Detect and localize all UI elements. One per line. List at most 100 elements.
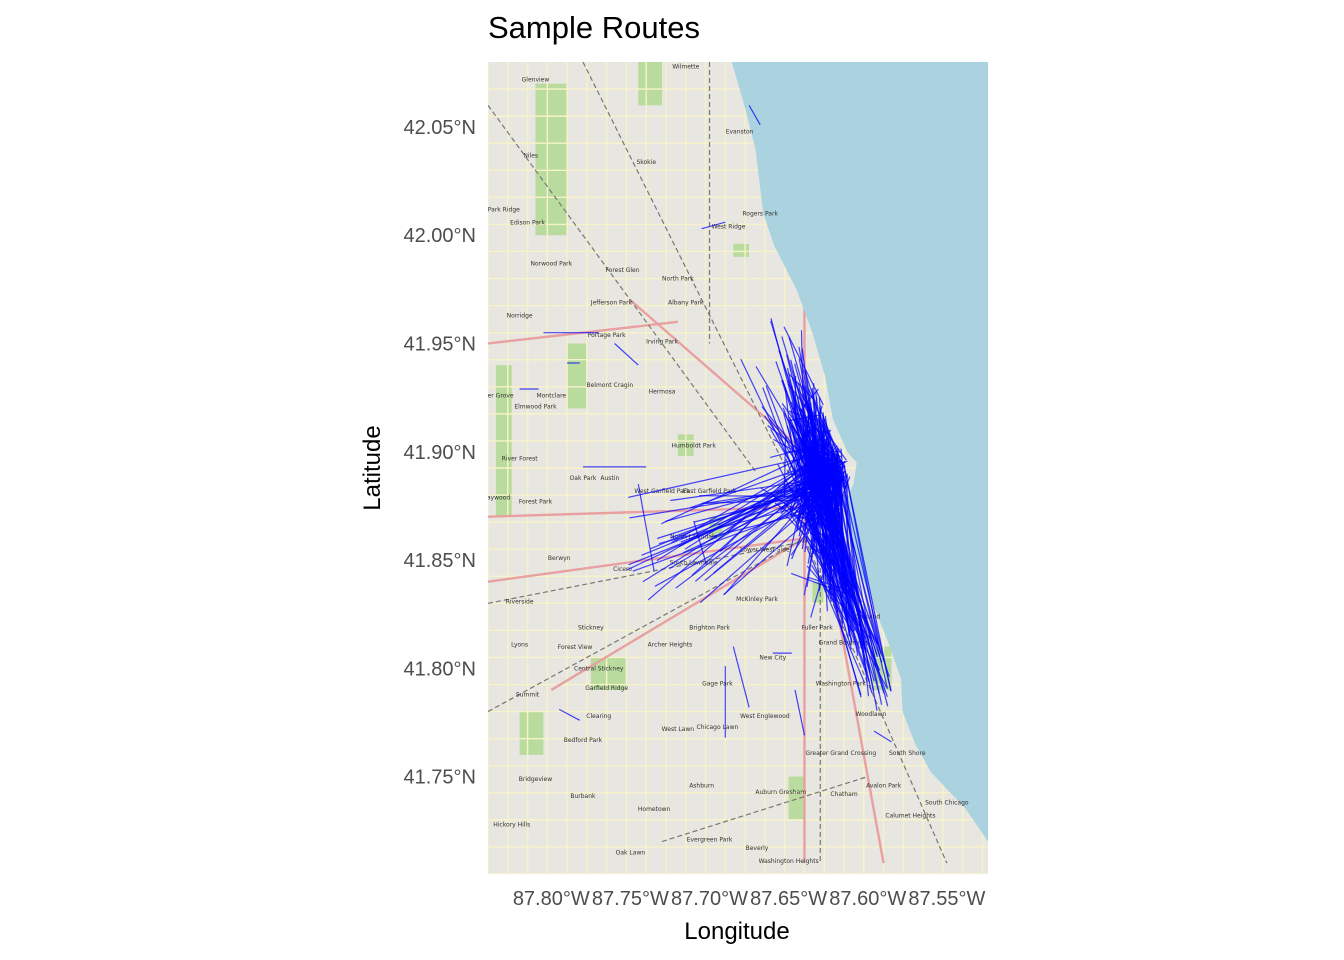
route-line <box>797 429 832 462</box>
place-label: West Ridge <box>712 224 746 231</box>
place-label: Jefferson Park <box>590 300 633 307</box>
route-line <box>626 480 816 571</box>
route-line <box>805 546 866 684</box>
place-label: Bedford Park <box>564 737 603 744</box>
highway-line <box>488 537 805 583</box>
place-label: Elmwood Park <box>514 403 557 410</box>
route-line <box>840 528 889 707</box>
place-label: Oak Lawn <box>616 850 646 857</box>
route-line <box>842 461 892 691</box>
railway-line <box>488 104 758 474</box>
route-line <box>748 105 761 126</box>
place-label: Forest Park <box>519 499 553 506</box>
place-label: Bridgeview <box>519 776 552 783</box>
route-line <box>689 463 814 509</box>
park-area <box>788 776 805 820</box>
place-label: Berwyn <box>548 555 571 562</box>
place-label: South Shore <box>889 750 926 757</box>
place-label: Auburn Gresham <box>755 789 806 796</box>
route-line <box>873 730 892 743</box>
route-line <box>656 457 822 562</box>
place-label: Cicero <box>613 566 632 573</box>
route-line <box>694 475 820 582</box>
place-label: Grand Boulevard <box>819 639 870 646</box>
y-axis-title: Latitude <box>359 425 386 510</box>
route-line <box>834 450 892 692</box>
x-tick-label: 87.60°W <box>829 888 906 910</box>
place-label: Oakland <box>855 613 880 620</box>
x-tick-label: 87.75°W <box>592 888 669 910</box>
place-label: Park Ridge <box>488 206 520 213</box>
park-area <box>733 243 750 257</box>
map-panel: Wilmette Glenview Evanston Skokie Niles Park … <box>478 62 988 874</box>
place-label: Central Stickney <box>574 665 624 672</box>
route-line <box>806 485 824 587</box>
place-label: Woodlawn <box>856 711 887 718</box>
route-lines <box>519 105 892 743</box>
park-areas <box>495 62 892 820</box>
place-label: Skokie <box>636 159 656 166</box>
route-line <box>818 483 845 542</box>
y-tick-label: 41.90°N <box>404 442 477 464</box>
y-tick-label: 41.95°N <box>404 333 477 355</box>
y-tick-label: 41.80°N <box>404 658 477 680</box>
railway-line <box>582 62 790 474</box>
place-label: South Chicago <box>925 800 969 807</box>
route-line <box>835 469 840 544</box>
place-label: Lyons <box>511 642 528 649</box>
x-tick-label: 87.55°W <box>908 888 985 910</box>
park-area <box>519 711 544 755</box>
route-line <box>831 446 855 582</box>
route-line <box>794 689 806 736</box>
route-line <box>647 462 808 601</box>
place-label: Garfield Ridge <box>585 685 628 692</box>
place-label: Austin <box>600 475 619 482</box>
route-line <box>843 485 847 489</box>
place-label: Forest Glen <box>605 267 639 274</box>
route-line <box>732 646 750 708</box>
route-line <box>815 454 841 462</box>
place-label: Gage Park <box>702 681 733 688</box>
place-label: North Park <box>662 276 694 283</box>
place-label: Oak Park <box>570 475 597 482</box>
y-tick-label: 41.75°N <box>404 767 477 789</box>
route-line <box>628 454 820 498</box>
place-label: Evanston <box>726 128 754 135</box>
place-label: Montclare <box>536 393 566 400</box>
place-label: Niles <box>523 152 538 159</box>
route-line <box>691 452 827 576</box>
place-label: West Lawn <box>662 726 695 733</box>
place-label: Chicago Lawn <box>697 724 739 731</box>
place-label: Summit <box>516 691 540 698</box>
route-line <box>699 486 832 604</box>
route-line <box>693 520 707 565</box>
route-line <box>701 221 726 230</box>
place-label: River Grove <box>478 393 514 400</box>
place-label: Chatham <box>830 791 858 798</box>
railway-line <box>488 537 805 713</box>
route-line <box>823 418 842 481</box>
place-label: Clearing <box>586 713 611 720</box>
place-labels: Wilmette Glenview Evanston Skokie Niles Park … <box>478 63 969 865</box>
place-label: Portage Park <box>588 332 626 339</box>
place-label: Greater Grand Crossing <box>805 750 876 757</box>
route-line <box>723 459 843 595</box>
route-line <box>809 546 840 566</box>
x-axis-ticks: 87.80°W 87.75°W 87.70°W 87.65°W 87.60°W 87.55… <box>513 888 986 910</box>
place-label: Forest View <box>558 644 593 651</box>
place-label: River Forest <box>502 455 539 462</box>
route-line <box>833 492 875 691</box>
route-line <box>614 343 639 366</box>
route-line <box>811 522 862 698</box>
park-area <box>638 62 663 106</box>
place-label: Evergreen Park <box>687 837 733 844</box>
route-line <box>830 450 835 488</box>
route-line <box>723 492 841 596</box>
place-label: New City <box>759 655 786 662</box>
route-line <box>836 447 844 481</box>
place-label: South Lawndale <box>670 559 718 566</box>
route-line <box>798 489 881 671</box>
y-axis-ticks: 42.05°N 42.00°N 41.95°N 41.90°N 41.85°N 41.80… <box>404 117 477 789</box>
place-label: Burbank <box>570 793 596 800</box>
